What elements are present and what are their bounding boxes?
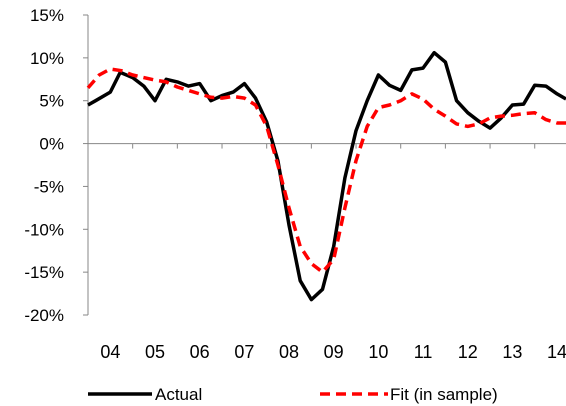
x-tick-label: 10 [368,342,388,362]
x-tick-label: 14 [547,342,566,362]
y-tick-label: -5% [34,177,64,196]
legend-label: Fit (in sample) [390,385,498,404]
y-axis-ticks: 15% 10% 5% 0% -5% -10% -15% -20% [24,6,88,325]
x-tick-label: 04 [100,342,120,362]
x-tick-label: 11 [414,342,433,362]
y-tick-label: -15% [24,263,64,282]
legend: Actual Fit (in sample) [88,385,498,404]
x-tick-label: 09 [324,342,344,362]
y-tick-label: 15% [30,6,64,25]
y-tick-label: -10% [24,220,64,239]
legend-label: Actual [155,385,202,404]
y-tick-label: -20% [24,306,64,325]
y-tick-label: 10% [30,49,64,68]
x-axis-ticks: 04 05 06 07 08 09 10 11 12 13 14 [100,143,566,362]
x-tick-label: 05 [145,342,165,362]
chart-axes [87,15,566,315]
y-tick-label: 5% [39,92,64,111]
x-tick-label: 07 [234,342,254,362]
y-tick-label: 0% [39,135,64,154]
series-layer [86,50,566,302]
x-tick-label: 08 [279,342,299,362]
x-tick-label: 13 [502,342,522,362]
series-line-fit [86,67,566,274]
x-tick-label: 12 [458,342,478,362]
x-tick-label: 06 [190,342,210,362]
series-line-actual [87,50,566,302]
